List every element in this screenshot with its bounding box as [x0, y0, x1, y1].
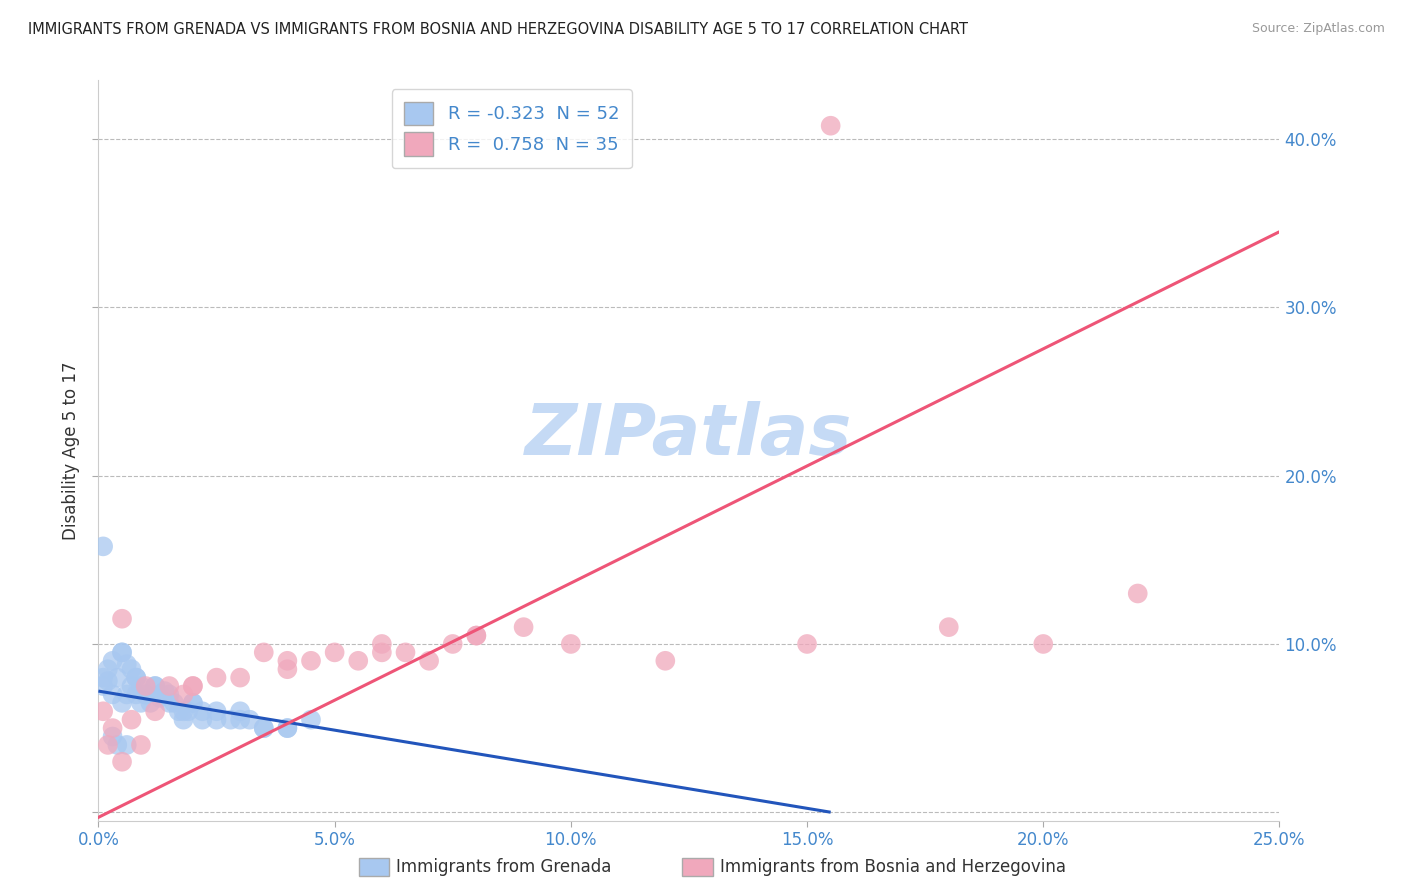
Point [129, 696, 152, 710]
Point [229, 704, 252, 718]
Point [253, 645, 276, 659]
Point [229, 713, 252, 727]
Point [512, 620, 534, 634]
Point [135, 688, 157, 702]
Point [205, 704, 228, 718]
Point [121, 662, 143, 676]
Point [111, 612, 134, 626]
Point [163, 696, 186, 710]
Point [177, 704, 200, 718]
Point [111, 645, 134, 659]
Point [111, 696, 134, 710]
Point [143, 679, 166, 693]
Point [253, 721, 276, 735]
Point [172, 713, 194, 727]
Point [167, 704, 190, 718]
Point [181, 679, 204, 693]
Point [157, 696, 180, 710]
Point [1032, 637, 1054, 651]
Point [191, 713, 214, 727]
Point [560, 637, 582, 651]
Point [205, 671, 228, 685]
Point [97, 662, 120, 676]
Point [229, 671, 252, 685]
Point [938, 620, 960, 634]
Point [181, 679, 204, 693]
Point [129, 679, 152, 693]
Point [347, 654, 370, 668]
Y-axis label: Disability Age 5 to 17: Disability Age 5 to 17 [62, 361, 80, 540]
Point [796, 637, 818, 651]
Point [135, 679, 157, 693]
Point [276, 721, 298, 735]
Point [129, 738, 152, 752]
Point [139, 696, 162, 710]
Point [172, 688, 194, 702]
Point [276, 654, 298, 668]
Point [111, 755, 134, 769]
Point [172, 704, 194, 718]
Point [371, 645, 394, 659]
Point [299, 654, 322, 668]
Point [115, 657, 138, 672]
Point [371, 637, 394, 651]
Point [149, 690, 172, 705]
Point [253, 721, 276, 735]
Point [820, 119, 842, 133]
Point [121, 713, 143, 727]
Point [219, 713, 242, 727]
Point [239, 713, 262, 727]
Point [101, 654, 124, 668]
Point [121, 679, 143, 693]
Point [97, 673, 120, 688]
Point [181, 696, 204, 710]
Point [205, 713, 228, 727]
Point [143, 679, 166, 693]
Point [115, 688, 138, 702]
Point [97, 738, 120, 752]
Point [101, 721, 124, 735]
Point [394, 645, 416, 659]
Point [441, 637, 464, 651]
Point [125, 688, 148, 702]
Point [418, 654, 440, 668]
Point [125, 671, 148, 685]
Point [91, 540, 114, 554]
Point [191, 704, 214, 718]
Point [157, 688, 180, 702]
Legend: R = -0.323  N = 52, R =  0.758  N = 35: R = -0.323 N = 52, R = 0.758 N = 35 [392, 89, 631, 169]
Point [276, 721, 298, 735]
Point [149, 688, 172, 702]
Point [91, 671, 114, 685]
Point [143, 704, 166, 718]
Point [465, 629, 488, 643]
Point [276, 662, 298, 676]
Text: IMMIGRANTS FROM GRENADA VS IMMIGRANTS FROM BOSNIA AND HERZEGOVINA DISABILITY AGE: IMMIGRANTS FROM GRENADA VS IMMIGRANTS FR… [28, 22, 969, 37]
Text: Source: ZipAtlas.com: Source: ZipAtlas.com [1251, 22, 1385, 36]
Point [135, 688, 157, 702]
Point [115, 738, 138, 752]
Point [181, 696, 204, 710]
Point [101, 730, 124, 744]
Point [157, 679, 180, 693]
Point [654, 654, 676, 668]
Point [111, 645, 134, 659]
Text: Immigrants from Grenada: Immigrants from Grenada [396, 858, 612, 876]
Point [91, 679, 114, 693]
Point [465, 629, 488, 643]
Point [299, 713, 322, 727]
Point [91, 704, 114, 718]
Point [101, 688, 124, 702]
Point [125, 671, 148, 685]
Point [105, 671, 128, 685]
Point [105, 738, 128, 752]
Text: Immigrants from Bosnia and Herzegovina: Immigrants from Bosnia and Herzegovina [720, 858, 1066, 876]
Point [1126, 586, 1149, 600]
Text: ZIPatlas: ZIPatlas [526, 401, 852, 470]
Point [153, 684, 176, 698]
Point [323, 645, 346, 659]
